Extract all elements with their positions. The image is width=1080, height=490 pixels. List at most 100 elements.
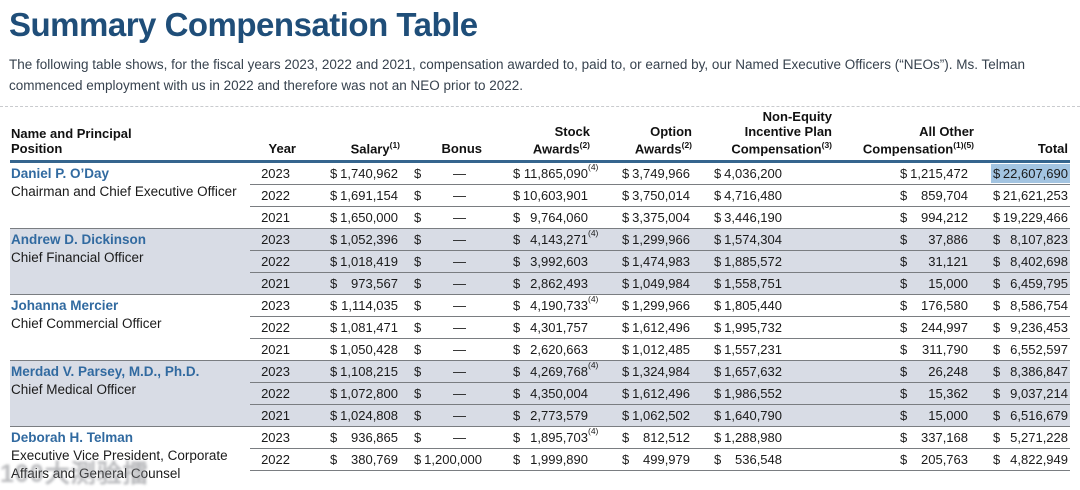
bonus-cell: $ —	[402, 316, 484, 340]
executive-name-cell: Daniel P. O’Day Chairman and Chief Execut…	[10, 161, 250, 230]
other-cell: $311,790	[834, 338, 976, 362]
compensation-row: 2022 $1,691,154 $ — $10,603,901 $3,750,014 $4,…	[10, 184, 1070, 208]
amount: 812,512	[643, 430, 690, 446]
currency-symbol: $	[414, 166, 422, 182]
salary-cell: $1,052,396	[298, 228, 402, 252]
money-value: $1,288,980	[714, 430, 782, 445]
currency-symbol: $	[900, 254, 908, 270]
amount: 4,301,757	[530, 320, 588, 336]
bonus-cell: $ —	[402, 184, 484, 208]
stock-cell: $4,350,004	[484, 382, 604, 406]
currency-symbol: $	[993, 210, 1001, 226]
money-value: $8,107,823	[993, 232, 1068, 247]
money-value: $205,763	[900, 452, 968, 467]
amount: 499,979	[643, 452, 690, 468]
option-cell: $1,062,502	[604, 404, 694, 428]
salary-cell: $1,072,800	[298, 382, 402, 406]
money-value: $1,018,419	[330, 254, 398, 269]
executive-name: Andrew D. Dickinson	[11, 232, 147, 248]
amount: —	[453, 276, 466, 292]
amount: 1,640,790	[724, 408, 782, 424]
currency-symbol: $	[714, 342, 722, 358]
money-value: $ —	[414, 320, 482, 335]
amount: —	[453, 408, 466, 424]
amount: —	[453, 166, 466, 182]
currency-symbol: $	[414, 342, 422, 358]
option-cell: $1,612,496	[604, 316, 694, 340]
stock-cell: $10,603,901	[484, 184, 604, 208]
money-value: $ —	[414, 276, 482, 291]
currency-symbol: $	[513, 342, 521, 358]
amount: 37,886	[928, 232, 968, 248]
stock-cell: $2,862,493	[484, 272, 604, 296]
compensation-row: 2022 $1,081,471 $ — $4,301,757 $1,612,496 $1,9…	[10, 316, 1070, 340]
salary-cell: $1,018,419	[298, 250, 402, 274]
currency-symbol: $	[900, 430, 908, 446]
currency-symbol: $	[714, 254, 722, 270]
option-cell: $812,512	[604, 426, 694, 450]
total-cell: $9,236,453	[976, 316, 1070, 340]
currency-symbol: $	[414, 320, 422, 336]
option-cell: $499,979	[604, 448, 694, 472]
currency-symbol: $	[330, 342, 338, 358]
footnote-ref: (4)	[588, 228, 599, 239]
year-cell: 2023	[250, 294, 298, 318]
amount: 1,081,471	[340, 320, 398, 336]
money-value: $6,552,597	[993, 342, 1068, 357]
salary-cell: $1,108,215	[298, 360, 402, 384]
money-value: $37,886	[900, 232, 968, 247]
amount: 1,895,703 (4)	[530, 426, 599, 446]
amount: 10,603,901	[522, 188, 588, 204]
currency-symbol: $	[714, 452, 722, 468]
salary-cell: $1,740,962	[298, 161, 402, 186]
header-other: All Other Compensation(1)(5)	[834, 107, 976, 164]
other-cell: $337,168	[834, 426, 976, 450]
amount: 9,037,214	[1010, 386, 1068, 402]
amount: 22,607,690	[1002, 166, 1068, 182]
footnote-ref: (4)	[588, 426, 599, 437]
year-cell: 2023	[250, 426, 298, 450]
money-value: $ —	[414, 386, 482, 401]
option-cell: $3,750,014	[604, 184, 694, 208]
footnote-ref: (2)	[681, 139, 692, 150]
money-value: $ —	[414, 430, 482, 445]
salary-cell: $380,769	[298, 448, 402, 472]
currency-symbol: $	[900, 166, 908, 182]
currency-symbol: $	[900, 342, 908, 358]
total-cell: $19,229,466	[976, 206, 1070, 230]
neip-cell: $1,574,304	[694, 228, 834, 252]
currency-symbol: $	[414, 386, 422, 402]
year-cell: 2023	[250, 161, 298, 186]
currency-symbol: $	[330, 188, 338, 204]
currency-symbol: $	[900, 210, 908, 226]
amount: 536,548	[735, 452, 782, 468]
money-value: $5,271,228	[993, 430, 1068, 445]
amount: 31,121	[928, 254, 968, 270]
money-value: $1,114,035	[330, 298, 398, 313]
amount: 4,143,271 (4)	[530, 228, 599, 248]
neip-cell: $3,446,190	[694, 206, 834, 230]
stock-cell: $4,269,768 (4)	[484, 360, 604, 384]
executive-name-cell: Merdad V. Parsey, M.D., Ph.D. Chief Medic…	[10, 360, 250, 428]
money-value: $4,350,004	[513, 386, 588, 401]
salary-cell: $1,081,471	[298, 316, 402, 340]
stock-cell: $4,143,271 (4)	[484, 228, 604, 252]
other-cell: $15,000	[834, 272, 976, 296]
stock-cell: $3,992,603	[484, 250, 604, 274]
neip-cell: $1,288,980	[694, 426, 834, 450]
currency-symbol: $	[900, 276, 908, 292]
money-value: $1,299,966	[622, 298, 690, 313]
money-value: $15,362	[900, 386, 968, 401]
bonus-cell: $ —	[402, 250, 484, 274]
amount: 1,740,962	[340, 166, 398, 182]
year-cell: 2022	[250, 448, 298, 472]
money-value: $15,000	[900, 408, 968, 423]
executive-name-cell: Johanna Mercier Chief Commercial Officer	[10, 294, 250, 362]
footnote-ref: (4)	[588, 360, 599, 371]
year-cell: 2021	[250, 206, 298, 230]
currency-symbol: $	[414, 276, 422, 292]
money-value: $9,037,214	[993, 386, 1068, 401]
total-cell: $8,402,698	[976, 250, 1070, 274]
total-cell: $21,621,253	[976, 184, 1070, 208]
executive-name-cell: Andrew D. Dickinson Chief Financial Offic…	[10, 228, 250, 296]
